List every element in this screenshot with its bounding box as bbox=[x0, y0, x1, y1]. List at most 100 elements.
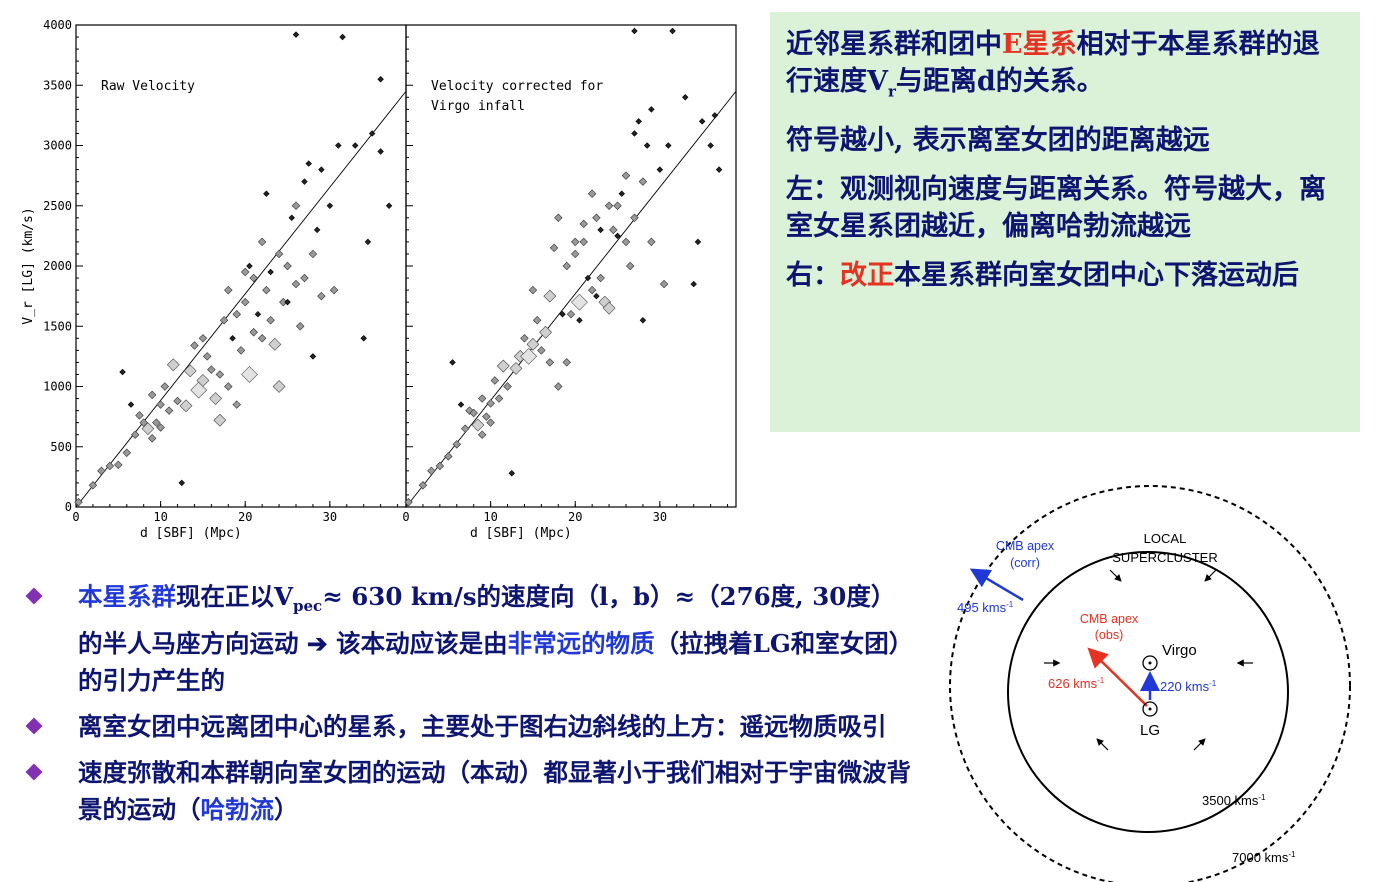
left-data-point bbox=[291, 201, 301, 210]
left-data-point bbox=[257, 334, 267, 343]
right-data-point bbox=[435, 461, 445, 471]
left-data-point bbox=[160, 382, 170, 391]
velocity-distance-plots: Raw Velocity d [SBF] (Mpc) V_r [LG] (km/… bbox=[21, 18, 737, 541]
left-data-point bbox=[249, 273, 258, 283]
left-data-point bbox=[236, 346, 246, 355]
cmb-corr-label-2: (corr) bbox=[1010, 556, 1040, 570]
left-x-tick-label: 20 bbox=[238, 510, 252, 524]
left-data-point bbox=[114, 460, 123, 470]
right-data-point bbox=[576, 317, 583, 324]
right-data-point bbox=[549, 243, 559, 253]
right-data-point bbox=[532, 316, 542, 325]
cmb-corr-speed: 495 kms-1 bbox=[957, 600, 1014, 615]
right-data-point bbox=[694, 238, 702, 246]
left-data-point bbox=[196, 374, 210, 387]
right-data-point bbox=[626, 261, 635, 271]
right-data-point bbox=[520, 334, 529, 343]
left-data-point bbox=[283, 261, 292, 271]
left-y-tick-label: 4000 bbox=[43, 18, 72, 32]
right-x-tick-label: 20 bbox=[568, 510, 582, 524]
right-data-point bbox=[571, 293, 588, 311]
left-data-point bbox=[215, 370, 225, 379]
left-data-point bbox=[284, 298, 291, 306]
left-data-point bbox=[88, 481, 98, 490]
virgo-marker bbox=[1142, 655, 1158, 671]
cmb-obs-arrow bbox=[1087, 647, 1148, 707]
left-data-point bbox=[198, 334, 208, 343]
right-data-point bbox=[543, 289, 557, 303]
left-data-point bbox=[296, 322, 305, 331]
diamond-bullet-icon bbox=[25, 587, 43, 605]
left-data-point bbox=[241, 297, 250, 307]
right-data-point bbox=[554, 213, 563, 223]
left-x-tick-label: 10 bbox=[153, 510, 167, 524]
right-data-point bbox=[562, 358, 571, 367]
left-data-point bbox=[326, 202, 334, 209]
right-data-point bbox=[469, 408, 478, 418]
right-data-point bbox=[418, 481, 428, 490]
right-data-point bbox=[554, 382, 563, 391]
left-data-point bbox=[249, 328, 258, 337]
left-data-point bbox=[127, 401, 135, 408]
left-data-point bbox=[173, 396, 182, 406]
left-ylabel: V_r [LG] (km/s) bbox=[21, 207, 36, 324]
left-data-point bbox=[156, 400, 165, 409]
left-data-point bbox=[305, 160, 312, 167]
right-data-point bbox=[682, 94, 689, 101]
right-data-point bbox=[639, 317, 647, 324]
left-data-point bbox=[360, 335, 367, 342]
right-data-point bbox=[621, 237, 631, 247]
right-data-point bbox=[562, 261, 571, 271]
left-data-point bbox=[135, 411, 144, 420]
right-data-point bbox=[486, 399, 495, 408]
right-data-point bbox=[457, 401, 465, 408]
left-data-point bbox=[288, 214, 295, 222]
note-left-panel: 左：观测视向速度与距离关系。符号越大，离室女星系团越近，偏离哈勃流越远 bbox=[786, 174, 1326, 243]
infall-arrows bbox=[1044, 569, 1253, 751]
note-right-panel: 右：改正本星系群向室女团中心下落运动后 bbox=[786, 260, 1299, 292]
right-data-point bbox=[597, 226, 604, 234]
right-data-point bbox=[486, 418, 495, 427]
left-data-point bbox=[224, 382, 233, 391]
left-data-point bbox=[209, 392, 223, 405]
right-data-point bbox=[602, 301, 616, 315]
left-data-point bbox=[219, 316, 229, 325]
right-data-point bbox=[452, 440, 461, 449]
left-data-point bbox=[308, 249, 318, 259]
right-data-point bbox=[609, 225, 618, 235]
diamond-bullet-icon bbox=[25, 717, 43, 735]
right-x-tick-label: 0 bbox=[402, 510, 409, 524]
lg-label: LG bbox=[1140, 722, 1160, 739]
right-data-point bbox=[566, 309, 576, 319]
bullet-list: 本星系群现在正以Vpec≈ 630 km/s的速度向（l，b）≈（276度, 3… bbox=[18, 578, 918, 837]
right-data-point bbox=[579, 219, 588, 229]
right-data-point bbox=[592, 213, 601, 223]
right-data-point bbox=[643, 142, 651, 149]
left-y-tick-label: 3000 bbox=[43, 139, 72, 153]
cmb-corr-label-1: CMB apex bbox=[996, 539, 1055, 553]
right-data-point bbox=[715, 166, 723, 173]
explanation-box: 近邻星系群和团中E星系相对于本星系群的退行速度Vr与距离d的关系。 符号越小, … bbox=[770, 12, 1360, 432]
left-data-point bbox=[385, 202, 393, 209]
right-data-point bbox=[665, 142, 672, 149]
left-data-point bbox=[291, 279, 301, 289]
bullet-item-far-galaxies: 离室女团中远离团中心的星系，主要处于图右边斜线的上方：遥远物质吸引 bbox=[18, 708, 918, 745]
right-data-point bbox=[404, 497, 413, 507]
right-data-point bbox=[477, 430, 487, 439]
right-data-point bbox=[711, 112, 719, 119]
left-data-point bbox=[335, 142, 342, 149]
left-data-point bbox=[74, 497, 83, 507]
right-data-point bbox=[503, 382, 512, 391]
left-data-point bbox=[139, 418, 148, 427]
inner-circle bbox=[1007, 551, 1289, 833]
right-data-point bbox=[539, 325, 553, 339]
right-data-point bbox=[690, 280, 697, 288]
right-data-point bbox=[630, 213, 639, 223]
right-data-point bbox=[537, 346, 546, 355]
left-x-tick-label: 30 bbox=[323, 510, 337, 524]
right-data-point bbox=[698, 118, 706, 125]
right-x-tick-label: 30 bbox=[653, 510, 667, 524]
left-plot-label: Raw Velocity bbox=[101, 79, 195, 94]
left-data-point bbox=[263, 190, 270, 197]
note-relation: 近邻星系群和团中E星系相对于本星系群的退行速度Vr与距离d的关系。 bbox=[786, 29, 1320, 101]
